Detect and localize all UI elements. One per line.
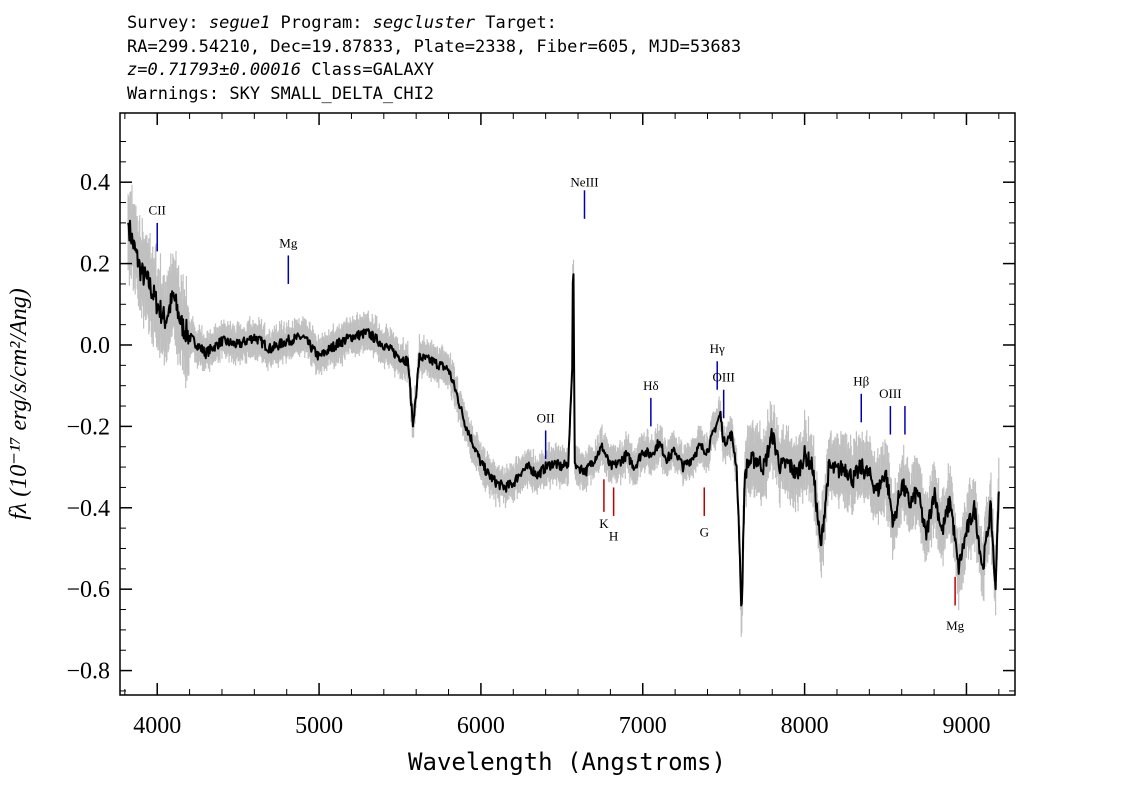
line-marker-label: Mg <box>946 618 965 633</box>
x-tick-label: 4000 <box>133 713 181 739</box>
line-marker-label: Mg <box>279 235 298 250</box>
line-marker-label: OIII <box>712 370 734 385</box>
x-tick-label: 6000 <box>457 713 505 739</box>
line-markers: CII Mg NeIII OII Hδ Hγ OIII Hβ OIII KH G Mg <box>149 174 965 633</box>
x-tick-label: 8000 <box>781 713 829 739</box>
line-marker-label: Hγ <box>710 341 725 356</box>
line-marker-label: G <box>700 524 709 539</box>
y-tick-label: 0.2 <box>80 252 110 278</box>
x-axis-label: Wavelength (Angstroms) <box>408 748 726 776</box>
y-tick-label: 0.4 <box>80 170 110 196</box>
line-marker-label: CII <box>149 203 166 218</box>
line-marker-label: H <box>609 528 618 543</box>
header-line-coordinates: RA=299.54210, Dec=19.87833, Plate=2338, … <box>127 36 742 57</box>
x-tick-label: 9000 <box>942 713 990 739</box>
x-tick-label: 7000 <box>619 713 667 739</box>
header-line-survey: Survey: segue1 Program: segcluster Targe… <box>127 13 557 33</box>
y-tick-label: −0.6 <box>66 577 110 603</box>
y-tick-label: −0.2 <box>66 414 110 440</box>
noise-band-path <box>127 184 1000 637</box>
header-line-warnings: Warnings: SKY SMALL_DELTA_CHI2 <box>127 83 435 104</box>
line-marker-label: K <box>599 516 609 531</box>
axis-ticks: 4000 5000 6000 7000 8000 9000 0.4 0.2 0.0 −0.2 −0.… <box>66 113 1015 739</box>
line-marker-label: OIII <box>879 386 901 401</box>
line-marker-label: OII <box>537 410 555 425</box>
y-axis-label: fλ (10⁻¹⁷ erg/s/cm²/Ang) <box>6 288 32 520</box>
line-marker-label: NeIII <box>570 174 598 189</box>
y-tick-label: 0.0 <box>80 333 110 359</box>
noise-band <box>127 184 1000 637</box>
y-tick-label: −0.4 <box>66 496 110 522</box>
flux-series <box>127 219 1000 607</box>
x-tick-label: 5000 <box>295 713 343 739</box>
plot-frame <box>119 112 1016 696</box>
y-tick-label: −0.8 <box>66 659 110 685</box>
line-marker-label: Hδ <box>643 378 659 393</box>
spectrum-header: Survey: segue1 Program: segcluster Targe… <box>127 12 741 106</box>
flux-line <box>127 219 1000 607</box>
header-line-redshift: z=0.71793±0.00016 Class=GALAXY <box>127 60 435 80</box>
line-marker-label: Hβ <box>853 374 869 389</box>
